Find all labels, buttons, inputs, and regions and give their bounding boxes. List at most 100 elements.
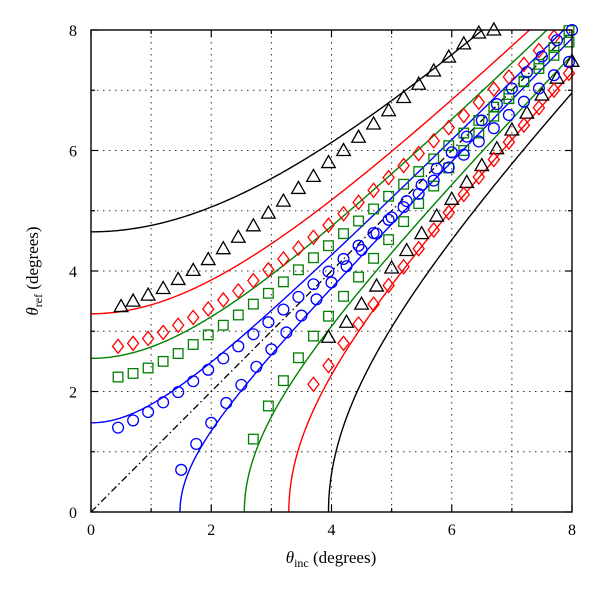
data-point-square [247,298,259,310]
data-point-square [187,339,199,350]
data-point-triangle [395,89,412,104]
data-point-square [368,203,380,215]
model-curve [91,30,484,233]
data-point-circle [532,82,545,95]
data-point-circle [517,95,530,108]
data-point-circle [505,82,518,95]
data-point-diamond [367,296,380,313]
data-point-circle [202,363,215,376]
model-curves [91,30,572,512]
data-point-square [368,252,380,264]
data-point-circle [325,276,338,289]
data-point-circle [562,55,576,68]
data-point-square [488,101,500,113]
data-point-square [277,375,289,387]
data-point-triangle [185,262,202,277]
data-point-square [398,178,410,190]
data-point-circle [295,309,308,322]
data-point-triangle [518,104,535,119]
data-point-diamond [216,291,230,308]
data-point-diamond [367,182,380,199]
data-point-diamond [412,240,426,257]
data-point-square [563,36,575,48]
model-curve [243,54,572,512]
data-point-circle [397,201,410,214]
data-point-circle [127,414,140,427]
data-point-square [443,140,455,152]
data-point-diamond [337,205,350,222]
data-point-circle [307,278,320,291]
data-point-circle [427,174,440,187]
data-point-triangle [338,313,355,328]
data-point-circle [322,265,335,278]
data-point-circle [550,34,564,47]
data-point-square [292,264,304,276]
model-curve [91,30,548,360]
data-point-square [127,367,139,379]
data-point-diamond [502,134,516,151]
data-point-circle [157,396,170,409]
data-point-triangle [320,154,337,169]
data-point-circle [235,378,248,391]
data-point-triangle [200,251,217,266]
data-point-circle [265,343,278,356]
model-curve [288,71,572,512]
data-point-diamond [141,330,155,347]
data-point-diamond [277,250,290,268]
data-point-square [353,271,365,283]
data-point-triangle [260,204,277,219]
data-point-diamond [427,221,441,239]
data-point-circle [232,340,245,353]
y-axis-label-symbol: θ [23,307,42,315]
data-point-square [247,433,259,445]
data-point-triangle [368,277,385,292]
data-point-square [157,355,169,367]
data-point-triangle [470,24,487,39]
data-point-circle [310,293,323,306]
data-point-diamond [532,42,546,59]
data-point-triangle [380,102,397,117]
x-tick-label: 0 [87,522,95,539]
diagonal-line [91,30,572,512]
data-point-square [277,276,289,288]
data-point-circle [337,252,350,266]
data-point-diamond [247,272,260,289]
data-point-circle [277,303,290,316]
x-tick-label: 8 [568,522,576,539]
data-point-circle [172,386,185,399]
data-point-circle [472,135,485,148]
data-point-circle [280,326,293,339]
model-curve [91,30,531,315]
data-point-circle [430,162,443,175]
data-point-triangle [140,286,157,301]
data-point-diamond [231,282,245,299]
data-point-diamond [382,277,395,294]
data-point-diamond [517,117,531,134]
data-point-diamond [412,145,426,162]
data-point-circle [400,195,413,208]
model-curve [327,91,572,512]
data-point-square [292,352,304,364]
data-point-triangle [488,140,505,155]
data-point-circle [292,290,305,303]
data-point-diamond [487,151,501,168]
y-axis-label-unit: (degrees) [23,226,42,294]
data-point-triangle [383,259,400,274]
data-point-diamond [562,65,576,82]
data-point-circle [382,213,395,226]
data-point-triangle [290,180,307,195]
data-point-square [112,371,124,383]
data-point-triangle [320,328,337,343]
data-point-diamond [397,157,410,174]
data-point-triangle [275,192,292,207]
data-point-circle [370,227,383,240]
data-point-square [398,216,410,228]
data-point-square [308,252,319,264]
data-point-diamond [547,82,561,99]
data-point-square [323,240,334,252]
data-point-triangle [425,62,442,77]
x-tick-label: 6 [448,522,456,539]
axis-ticks: 0 2 4 6 8 0 2 4 6 8 [69,23,576,539]
data-point-circle [535,50,548,63]
